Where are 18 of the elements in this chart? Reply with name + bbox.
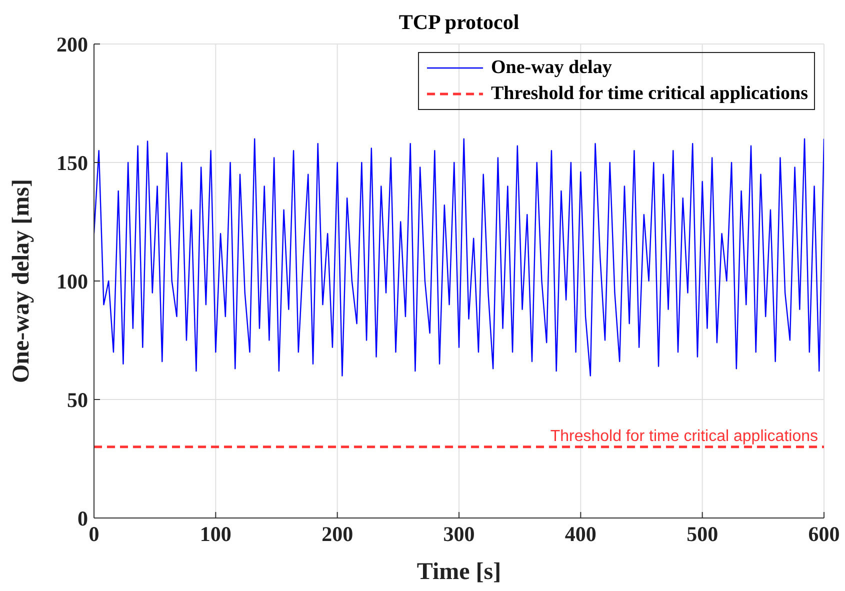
y-tick-label: 0: [78, 506, 88, 530]
y-axis-title: One-way delay [ms]: [8, 179, 35, 383]
line-series: [94, 138, 824, 376]
y-tick-label: 150: [56, 150, 88, 175]
y-tick-label: 100: [56, 269, 88, 294]
legend-label: One-way delay: [490, 56, 612, 80]
chart-title: TCP protocol: [398, 10, 520, 35]
y-tick-label: 200: [56, 32, 88, 56]
y-tick-label: 50: [67, 388, 88, 412]
x-axis-title: Time [s]: [416, 559, 502, 585]
x-tick-label: 400: [564, 522, 596, 546]
x-tick-label: 300: [443, 522, 475, 546]
x-tick-label: 600: [808, 522, 840, 546]
x-tick-label: 500: [686, 522, 718, 546]
x-tick-label: 100: [200, 522, 232, 546]
x-tick-label: 200: [322, 522, 354, 546]
text: Threshold for time critical applications: [490, 83, 808, 104]
ref-line-label: Threshold for time critical applications: [550, 428, 818, 445]
